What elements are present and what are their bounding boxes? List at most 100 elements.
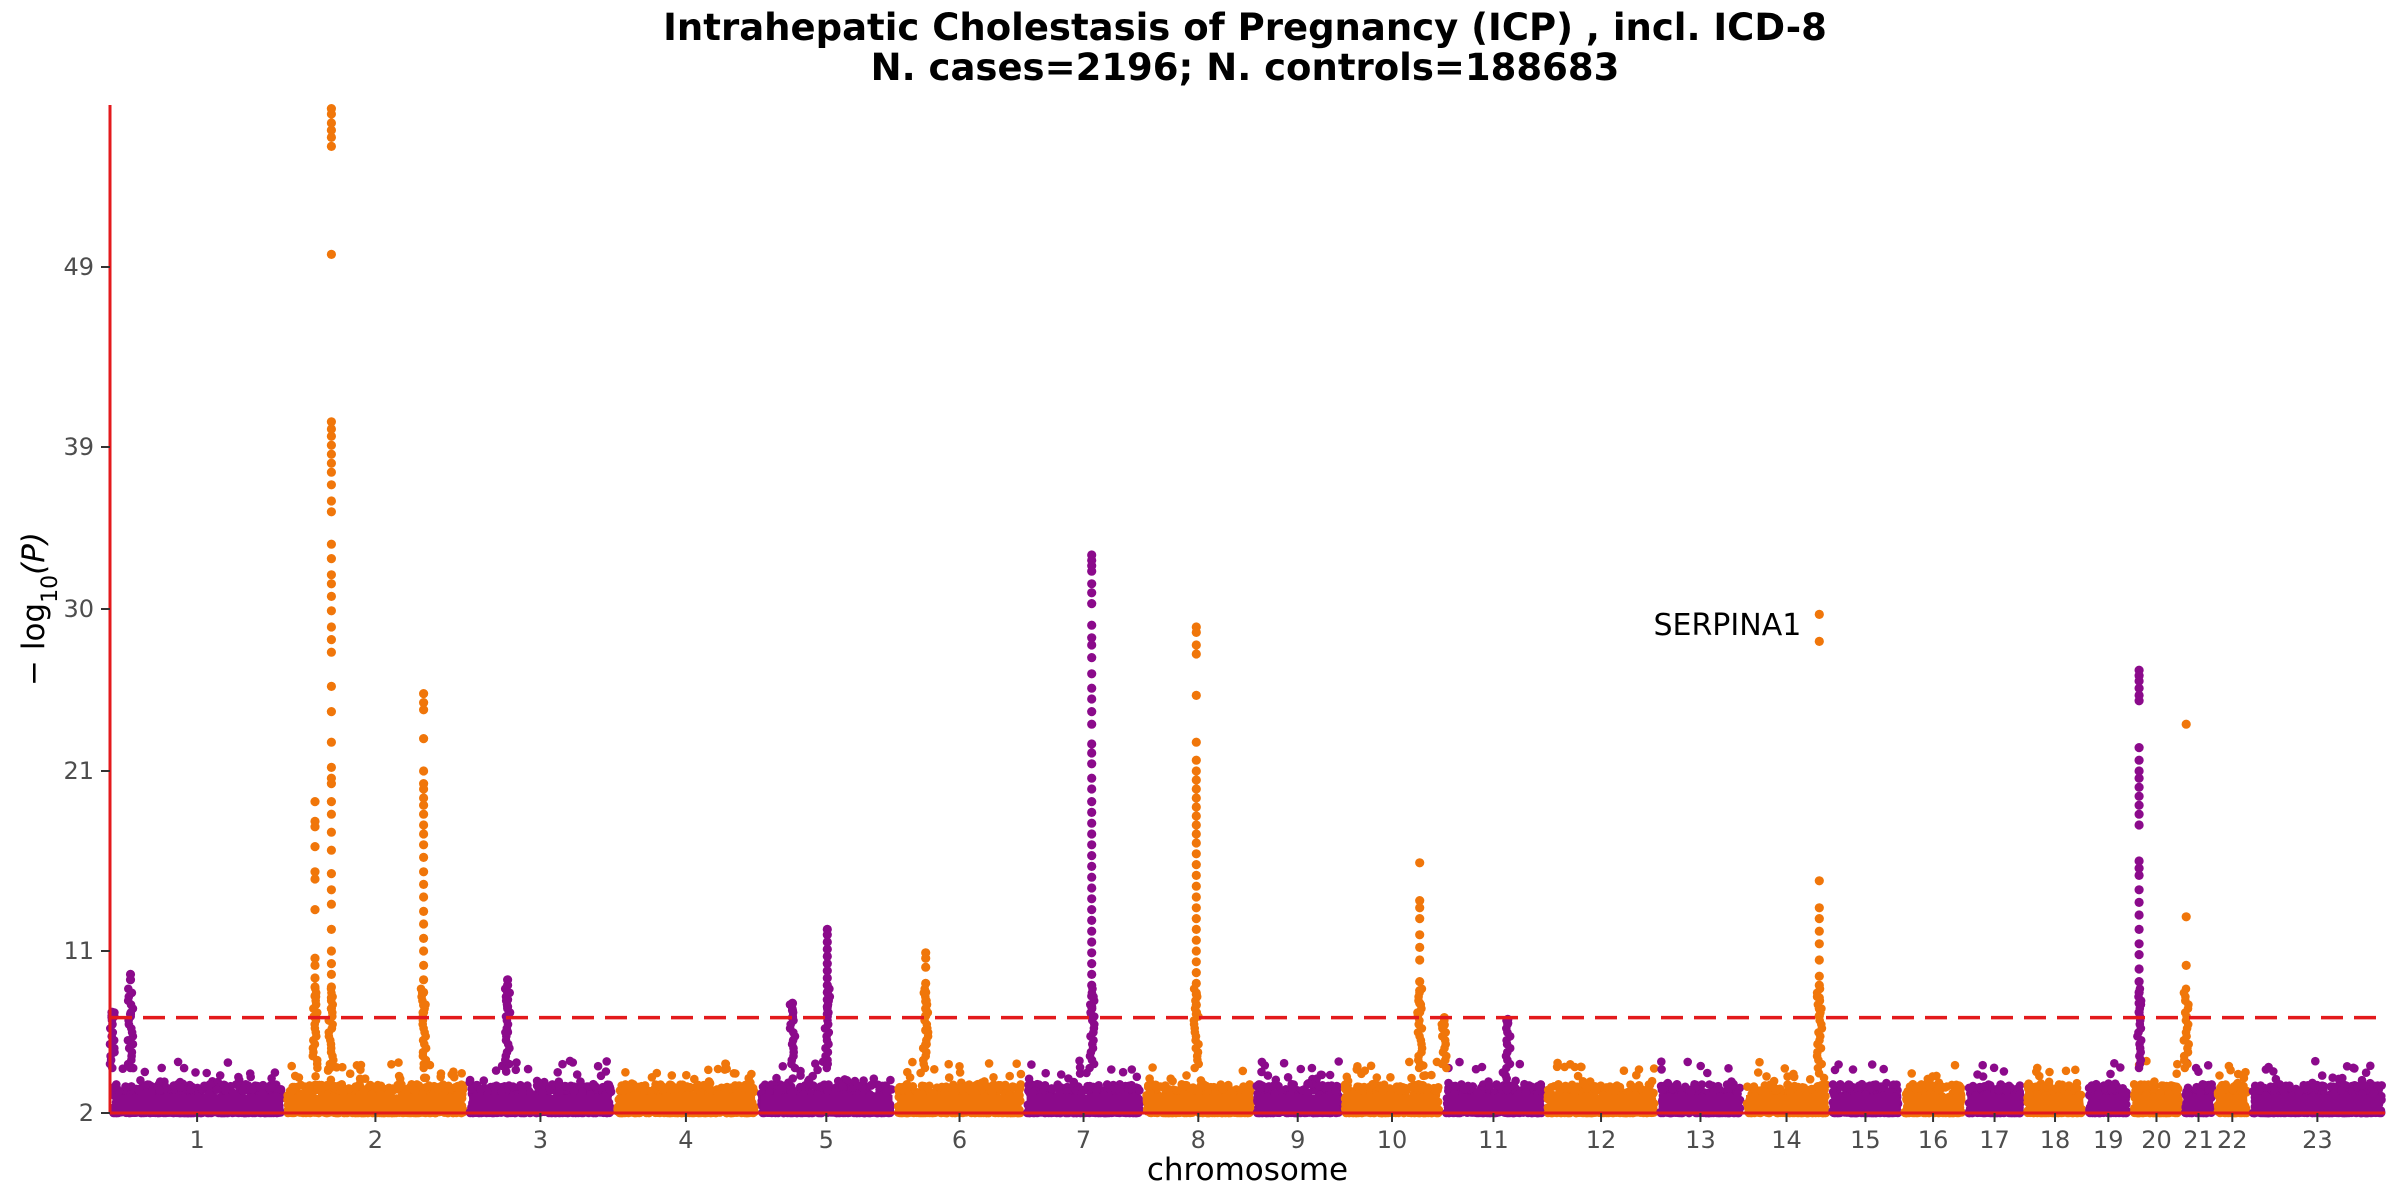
snp-point bbox=[667, 1071, 677, 1080]
snp-point bbox=[565, 1056, 575, 1066]
chr-8-points bbox=[1142, 1063, 1255, 1118]
snp-point bbox=[745, 1080, 755, 1089]
snp-point bbox=[331, 1082, 340, 1091]
dense-snp-band bbox=[897, 1095, 1022, 1113]
chr-7-points bbox=[1023, 1056, 1144, 1118]
snp-point bbox=[788, 1074, 798, 1083]
snp-point bbox=[729, 1069, 739, 1078]
snp-point bbox=[313, 1085, 322, 1095]
snp-point bbox=[373, 1083, 383, 1092]
snp-point bbox=[534, 1079, 544, 1088]
snp-point bbox=[303, 1086, 312, 1096]
snp-point bbox=[436, 1069, 446, 1078]
snp-point bbox=[267, 1083, 277, 1092]
chr-4-points bbox=[613, 1059, 759, 1118]
snp-point bbox=[421, 1083, 430, 1092]
dense-snp-band bbox=[760, 1095, 893, 1113]
snp-point bbox=[853, 1081, 863, 1090]
snp-point bbox=[1107, 1065, 1116, 1074]
snp-point bbox=[394, 1058, 403, 1067]
snp-point bbox=[456, 1082, 466, 1091]
snp-point bbox=[1056, 1070, 1066, 1079]
snp-point bbox=[602, 1057, 611, 1066]
snp-point bbox=[438, 1080, 448, 1089]
snp-point bbox=[191, 1068, 200, 1077]
snp-point bbox=[221, 1085, 230, 1095]
snp-point bbox=[905, 1073, 915, 1082]
snp-point bbox=[930, 1065, 939, 1074]
snp-point bbox=[290, 1071, 300, 1081]
chr-3-points bbox=[465, 1056, 616, 1118]
snp-point bbox=[606, 1087, 616, 1097]
snp-point bbox=[1005, 1071, 1014, 1081]
snp-point bbox=[246, 1072, 255, 1082]
snp-point bbox=[619, 1086, 628, 1096]
snp-point bbox=[1182, 1071, 1191, 1080]
dense-snp-band bbox=[469, 1095, 612, 1113]
snp-point bbox=[1102, 1080, 1112, 1089]
snp-point bbox=[621, 1068, 630, 1077]
dense-snp-band bbox=[286, 1095, 465, 1113]
snp-point bbox=[457, 1069, 467, 1078]
snp-point bbox=[186, 1085, 195, 1094]
snp-point bbox=[1064, 1074, 1073, 1083]
snp-point bbox=[296, 1080, 306, 1090]
snp-point bbox=[387, 1060, 396, 1069]
snp-point bbox=[215, 1071, 225, 1080]
chart-subtitle: N. cases=2196; N. controls=188683 bbox=[870, 46, 1620, 89]
snp-point bbox=[1012, 1059, 1021, 1068]
snp-point bbox=[1135, 1086, 1144, 1095]
snp-point bbox=[955, 1062, 964, 1071]
snp-point bbox=[511, 1065, 521, 1075]
snp-point bbox=[1127, 1065, 1137, 1074]
snp-point bbox=[338, 1062, 347, 1072]
snp-point bbox=[1024, 1074, 1034, 1084]
snp-point bbox=[179, 1063, 189, 1073]
snp-point bbox=[705, 1085, 715, 1094]
snp-point bbox=[359, 1087, 369, 1096]
snp-point bbox=[109, 1083, 119, 1092]
snp-point bbox=[1008, 1082, 1018, 1092]
snp-point bbox=[157, 1063, 166, 1073]
snp-point bbox=[491, 1066, 501, 1075]
snp-point bbox=[555, 1086, 564, 1096]
snp-point bbox=[311, 1072, 320, 1081]
snp-point bbox=[1085, 1081, 1095, 1091]
snp-point bbox=[838, 1082, 847, 1091]
snp-point bbox=[1118, 1067, 1128, 1077]
snp-point bbox=[1027, 1060, 1036, 1069]
snp-point bbox=[267, 1074, 276, 1083]
snp-point bbox=[944, 1059, 953, 1069]
snp-point bbox=[882, 1087, 891, 1096]
snp-point bbox=[823, 1086, 832, 1096]
snp-point bbox=[866, 1080, 876, 1090]
dense-snp-band bbox=[616, 1095, 756, 1113]
snp-point bbox=[447, 1070, 457, 1079]
snp-point bbox=[476, 1084, 485, 1094]
snp-point bbox=[980, 1077, 989, 1086]
snp-point bbox=[682, 1070, 691, 1080]
snp-point bbox=[796, 1071, 805, 1080]
snp-point bbox=[140, 1067, 150, 1077]
snp-point bbox=[287, 1061, 297, 1071]
snp-point bbox=[228, 1088, 238, 1098]
snp-point bbox=[497, 1087, 507, 1097]
snp-point bbox=[1040, 1081, 1050, 1090]
snp-point bbox=[1127, 1080, 1136, 1090]
snp-point bbox=[352, 1061, 362, 1070]
snp-point bbox=[656, 1080, 665, 1089]
snp-point bbox=[984, 1059, 994, 1068]
snp-point bbox=[176, 1083, 185, 1092]
snp-point bbox=[1016, 1069, 1026, 1079]
snp-point bbox=[326, 1075, 336, 1085]
snp-point bbox=[593, 1061, 603, 1071]
snp-point bbox=[223, 1058, 233, 1067]
snp-point bbox=[596, 1071, 606, 1081]
snp-point bbox=[721, 1059, 731, 1069]
snp-point bbox=[944, 1073, 954, 1082]
snp-point bbox=[248, 1085, 257, 1094]
snp-point bbox=[682, 1082, 692, 1091]
snp-point bbox=[155, 1086, 164, 1095]
snp-point bbox=[508, 1082, 518, 1091]
snp-point bbox=[411, 1086, 420, 1096]
